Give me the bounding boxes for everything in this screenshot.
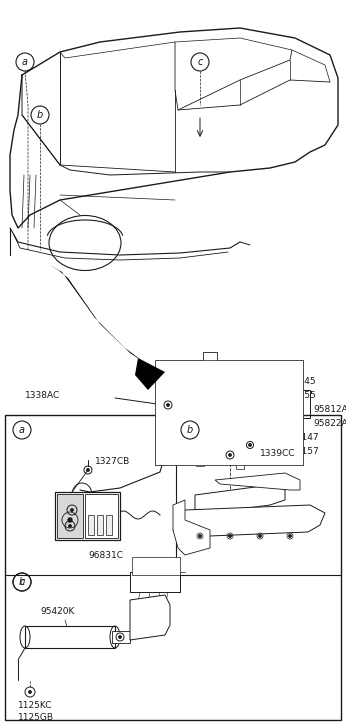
Circle shape [289,535,291,537]
Text: c: c [197,57,203,67]
Circle shape [119,636,121,638]
Bar [203,352,217,364]
Text: 1339CC: 1339CC [260,449,295,457]
Bar [185,392,227,410]
Bar [130,572,180,592]
Bar [25,626,115,648]
Bar [190,418,215,430]
Text: a: a [22,57,28,67]
Text: b: b [187,425,193,435]
Bar [236,464,244,469]
Text: 1338AC: 1338AC [25,390,60,400]
Text: 99147: 99147 [290,433,319,443]
Polygon shape [50,265,148,365]
Circle shape [87,469,89,471]
Text: 99157: 99157 [290,448,319,457]
Text: 99155: 99155 [287,390,316,400]
Circle shape [229,535,231,537]
Text: 95812A: 95812A [313,406,346,414]
Circle shape [229,454,231,457]
Polygon shape [215,473,300,490]
Polygon shape [173,505,325,537]
Text: 96831C: 96831C [88,552,123,561]
Polygon shape [135,358,165,390]
Text: 95822A: 95822A [313,419,346,427]
Bar [200,364,220,374]
Polygon shape [195,485,285,515]
Text: b: b [37,110,43,120]
Bar [57,494,83,538]
Circle shape [68,518,72,522]
Bar [132,557,180,575]
Bar [112,631,130,643]
Bar [5,415,341,720]
Bar [165,375,295,425]
Circle shape [259,535,261,537]
Bar [88,515,94,535]
Circle shape [199,535,201,537]
Polygon shape [130,595,170,640]
Circle shape [167,403,169,406]
Polygon shape [173,500,210,555]
Text: a: a [19,425,25,435]
Text: 95420K: 95420K [40,608,74,616]
Circle shape [69,525,71,527]
Circle shape [71,509,73,511]
Bar [178,393,233,415]
Bar [85,494,118,538]
Bar [196,461,204,466]
Text: b: b [19,577,25,587]
Text: 1125KC: 1125KC [18,702,53,710]
Text: 99145: 99145 [287,377,316,387]
Text: 1125GB: 1125GB [18,713,54,723]
Circle shape [29,691,31,694]
Bar [106,515,112,535]
Circle shape [249,443,251,446]
Bar [97,515,103,535]
Text: c: c [19,577,25,587]
Bar [155,360,303,465]
Text: 1327CB: 1327CB [95,457,130,467]
Bar [55,492,120,540]
Bar [155,360,303,465]
